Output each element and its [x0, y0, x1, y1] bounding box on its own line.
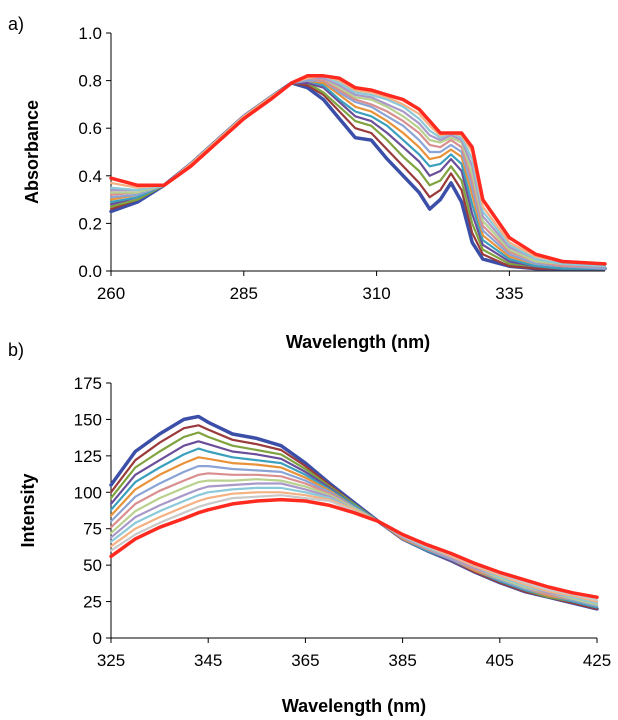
y-axis-label: Intensity — [18, 473, 38, 547]
y-tick-label: 0.2 — [78, 214, 102, 233]
y-tick-label: 0.6 — [78, 119, 102, 138]
series-line-5 — [109, 79, 607, 270]
y-axis-label: Absorbance — [22, 100, 42, 204]
y-tick-label: 75 — [83, 520, 102, 539]
x-tick-label: 345 — [194, 651, 222, 670]
x-tick-label: 325 — [97, 651, 125, 670]
y-tick-label: 100 — [74, 483, 102, 502]
x-tick-label: 335 — [495, 284, 523, 303]
x-axis-label: Wavelength (nm) — [286, 332, 430, 352]
series-line-7 — [109, 465, 599, 608]
panel-label-b: b) — [8, 340, 24, 360]
series-line-4 — [109, 81, 607, 270]
x-tick-label: 405 — [486, 651, 514, 670]
x-tick-label: 425 — [583, 651, 611, 670]
series-line-9 — [109, 478, 599, 606]
intensity-chart: 0 25 50 75 100 125 150 175 325 345 365 385 405 425 Wav… — [18, 374, 611, 716]
y-tick-label: 0 — [93, 629, 102, 648]
y-tick-label: 0.4 — [78, 167, 102, 186]
panel-label-a: a) — [8, 14, 24, 34]
y-tick-label: 0.0 — [78, 262, 102, 281]
y-tick-label: 25 — [83, 593, 102, 612]
series-line-3 — [109, 81, 607, 270]
x-tick-label: 260 — [97, 284, 125, 303]
y-tick-label: 0.8 — [78, 72, 102, 91]
y-tick-label: 125 — [74, 447, 102, 466]
series-line-5 — [109, 447, 599, 609]
y-tick-label: 1.0 — [78, 24, 102, 43]
x-axis-label: Wavelength (nm) — [282, 696, 426, 716]
series-line-6 — [109, 79, 607, 270]
series-line-2 — [109, 81, 607, 270]
series-line-1 — [109, 81, 607, 271]
y-tick-label: 50 — [83, 556, 102, 575]
x-tick-label: 365 — [291, 651, 319, 670]
x-tick-label: 385 — [388, 651, 416, 670]
series-line-13 — [109, 74, 607, 266]
x-tick-label: 285 — [230, 284, 258, 303]
x-tick-label: 310 — [362, 284, 390, 303]
y-tick-label: 150 — [74, 410, 102, 429]
series-line-12 — [109, 491, 599, 603]
series-line-14 — [109, 497, 599, 599]
series-line-7 — [109, 79, 607, 270]
absorbance-chart: 0.0 0.2 0.4 0.6 0.8 1.0 260 285 310 335 Wavelength… — [22, 24, 607, 352]
y-tick-label: 175 — [74, 374, 102, 393]
series-line-13 — [109, 494, 599, 602]
